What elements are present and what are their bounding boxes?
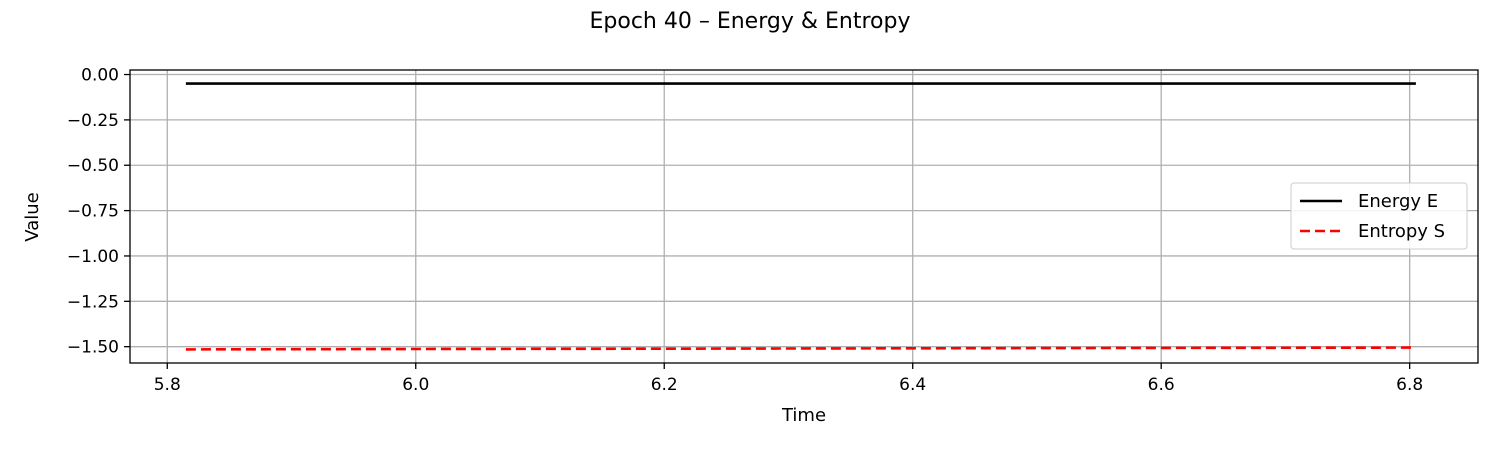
x-tick-label: 6.2 [651, 375, 678, 395]
x-tick-label: 6.6 [1148, 375, 1175, 395]
y-tick-label: −1.50 [67, 338, 119, 358]
y-tick-label: −1.00 [67, 247, 119, 267]
x-tick-label: 6.0 [402, 375, 429, 395]
legend-label: Energy E [1358, 191, 1438, 212]
series-lines [185, 82, 1416, 351]
legend-box [1290, 182, 1468, 250]
y-tick-label: 0.00 [81, 66, 119, 86]
x-axis-ticks: 5.8 6.0 6.2 6.4 6.6 6.8 [154, 363, 1423, 395]
x-tick-label: 5.8 [154, 375, 181, 395]
grid [130, 70, 1478, 363]
x-tick-label: 6.8 [1396, 375, 1423, 395]
y-axis-ticks: 0.00 −0.25 −0.50 −0.75 −1.00 −1.25 −1.50 [67, 66, 130, 358]
y-axis-label: Value [22, 192, 43, 241]
y-tick-label: −0.75 [67, 202, 119, 222]
y-tick-label: −1.25 [67, 292, 119, 312]
legend-label: Entropy S [1358, 221, 1445, 242]
chart-title: Epoch 40 – Energy & Entropy [590, 9, 911, 34]
series-line-1 [185, 346, 1416, 351]
x-axis-label: Time [781, 405, 826, 426]
legend: Energy E Entropy S [1290, 182, 1468, 250]
y-tick-label: −0.25 [67, 111, 119, 131]
y-tick-label: −0.50 [67, 156, 119, 176]
x-tick-label: 6.4 [899, 375, 926, 395]
plot-frame [129, 69, 1479, 364]
